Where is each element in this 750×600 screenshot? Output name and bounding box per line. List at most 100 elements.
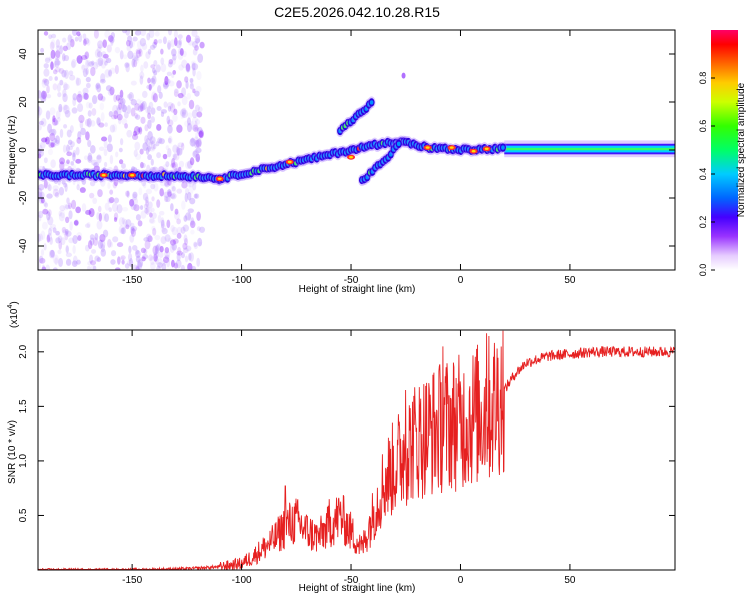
track-hotspot-core (217, 177, 222, 180)
noise-speckle (51, 33, 57, 39)
noise-speckle (178, 47, 184, 55)
noise-speckle (99, 102, 105, 111)
noise-speckle (187, 191, 192, 201)
noise-speckle (142, 90, 148, 99)
noise-speckle (174, 37, 178, 47)
noise-speckle (168, 59, 174, 65)
figure-title: C2E5.2026.042.10.28.R15 (274, 4, 440, 20)
noise-speckle (71, 30, 78, 37)
noise-speckle (83, 38, 87, 46)
noise-speckle (161, 259, 167, 266)
noise-speckle (76, 232, 83, 241)
noise-speckle (152, 245, 158, 255)
noise-speckle (121, 259, 125, 265)
noise-speckle (192, 150, 198, 158)
noise-speckle (147, 112, 152, 120)
noise-speckle (50, 159, 56, 168)
noise-speckle (154, 31, 160, 37)
noise-speckle (158, 251, 164, 259)
noise-speckle (113, 94, 118, 103)
noise-speckle (171, 259, 175, 268)
noise-speckle (103, 148, 108, 157)
noise-speckle (161, 262, 167, 270)
noise-speckle (182, 242, 188, 250)
noise-speckle (145, 188, 153, 195)
noise-speckle (185, 161, 192, 169)
noise-speckle (167, 124, 173, 134)
noise-speckle (48, 227, 52, 236)
noise-speckle (50, 39, 56, 49)
noise-speckle (44, 56, 51, 62)
noise-speckle (152, 227, 157, 236)
noise-speckle (40, 94, 47, 103)
noise-speckle (141, 256, 146, 262)
noise-speckle (157, 39, 163, 44)
noise-speckle (187, 212, 192, 222)
noise-speckle (167, 61, 173, 68)
spectrogram-y-tick-label: 0 (18, 147, 29, 153)
noise-speckle (140, 102, 146, 111)
spectrogram-x-tick-label: 50 (564, 275, 576, 286)
noise-speckle (61, 69, 67, 78)
noise-speckle (150, 107, 156, 115)
noise-speckle (95, 58, 102, 68)
noise-speckle (87, 261, 93, 266)
noise-speckle (195, 85, 202, 93)
noise-speckle (49, 107, 56, 116)
noise-speckle (160, 223, 166, 233)
colorbar-tick-label: 0.4 (698, 168, 708, 181)
noise-speckle (173, 88, 179, 94)
noise-speckle (160, 111, 165, 118)
noise-speckle (53, 138, 58, 144)
noise-speckle (166, 257, 171, 268)
noise-speckle (186, 160, 193, 169)
noise-speckle (65, 245, 70, 253)
noise-speckle (145, 106, 151, 114)
noise-speckle (131, 264, 138, 270)
noise-speckle (164, 195, 169, 203)
noise-speckle (133, 56, 139, 62)
noise-speckle (79, 120, 84, 129)
noise-speckle (62, 88, 67, 98)
noise-speckle (92, 94, 99, 104)
spectrogram-content (38, 30, 675, 270)
noise-speckle (167, 40, 172, 50)
noise-speckle (45, 264, 51, 270)
noise-speckle (148, 83, 152, 91)
snr-y-label: SNR (10 * v/v) (7, 420, 18, 484)
noise-speckle (43, 179, 48, 189)
noise-speckle (119, 98, 126, 106)
noise-speckle (136, 40, 142, 49)
noise-speckle (167, 105, 172, 112)
noise-speckle (71, 107, 78, 114)
snr-x-tick-label: -150 (122, 575, 142, 586)
noise-speckle (121, 101, 125, 110)
noise-speckle (147, 48, 152, 55)
snr-scale-close: ) (9, 301, 20, 304)
noise-speckle (186, 92, 191, 100)
noise-speckle (156, 265, 161, 270)
noise-speckle (67, 202, 72, 210)
noise-speckle (75, 146, 80, 156)
noise-speckle (52, 254, 59, 264)
spectrogram-x-tick-label: -100 (232, 275, 252, 286)
noise-speckle (176, 232, 182, 239)
noise-speckle (166, 219, 171, 229)
noise-speckle (135, 114, 141, 120)
noise-speckle (63, 54, 70, 62)
noise-speckle (170, 103, 176, 113)
noise-speckle (72, 255, 78, 265)
noise-speckle (141, 162, 146, 169)
noise-speckle (183, 234, 188, 243)
noise-speckle (130, 80, 137, 86)
spectrogram-x-tick-label: 0 (458, 275, 464, 286)
noise-speckle (171, 72, 175, 79)
noise-speckle (137, 127, 142, 133)
noise-speckle (129, 199, 135, 207)
noise-speckle (170, 225, 175, 233)
noise-speckle (186, 117, 191, 126)
noise-speckle (49, 63, 57, 69)
noise-speckle (103, 139, 108, 149)
noise-speckle (162, 36, 167, 45)
noise-speckle (106, 143, 113, 153)
